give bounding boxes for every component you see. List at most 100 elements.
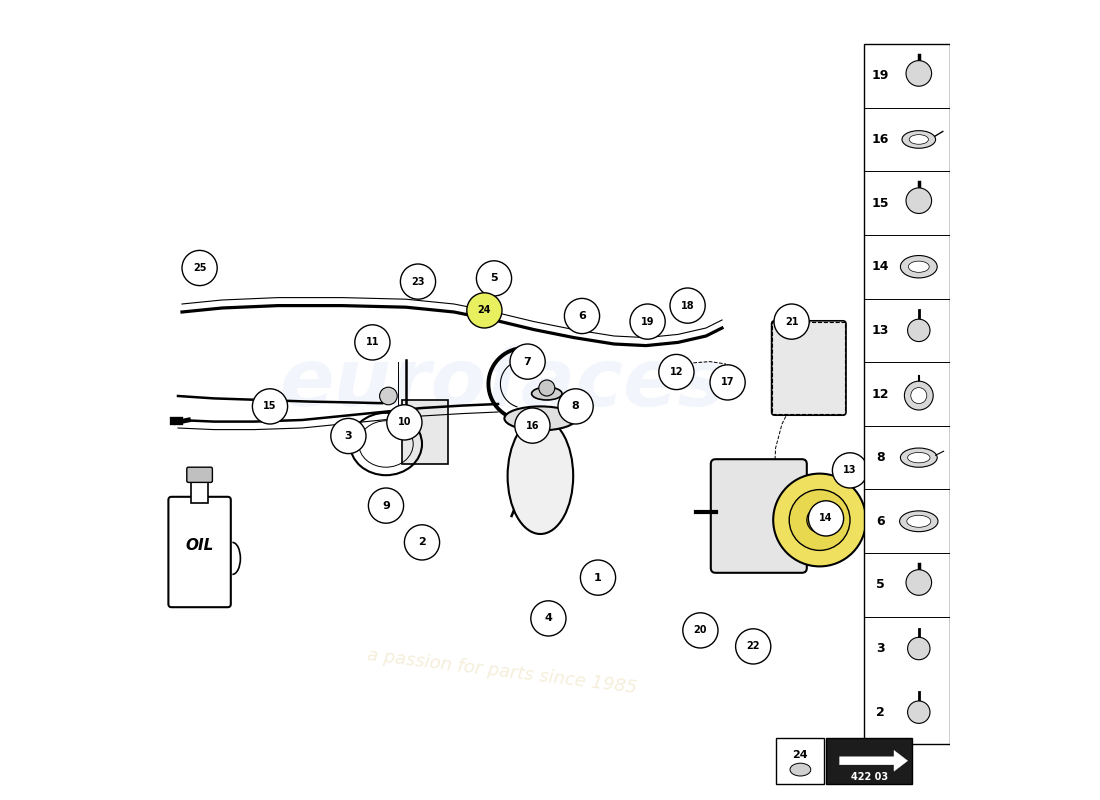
Bar bbox=[865, 44, 950, 744]
Ellipse shape bbox=[507, 418, 573, 534]
Circle shape bbox=[789, 490, 850, 550]
Circle shape bbox=[558, 389, 593, 424]
Circle shape bbox=[539, 380, 554, 396]
Text: 8: 8 bbox=[876, 451, 884, 464]
Circle shape bbox=[400, 264, 436, 299]
Text: 3: 3 bbox=[344, 431, 352, 441]
Text: 16: 16 bbox=[526, 421, 539, 430]
Ellipse shape bbox=[901, 448, 937, 467]
FancyBboxPatch shape bbox=[711, 459, 806, 573]
Circle shape bbox=[908, 638, 930, 660]
Circle shape bbox=[630, 304, 666, 339]
Text: 11: 11 bbox=[365, 338, 380, 347]
Ellipse shape bbox=[790, 763, 811, 776]
FancyBboxPatch shape bbox=[187, 467, 212, 482]
Circle shape bbox=[387, 405, 422, 440]
Circle shape bbox=[908, 319, 930, 342]
Circle shape bbox=[806, 507, 833, 533]
Circle shape bbox=[906, 61, 932, 86]
Text: 14: 14 bbox=[871, 260, 889, 274]
Text: 23: 23 bbox=[411, 277, 425, 286]
Circle shape bbox=[405, 525, 440, 560]
Circle shape bbox=[774, 304, 810, 339]
FancyBboxPatch shape bbox=[402, 400, 449, 464]
Text: 15: 15 bbox=[871, 197, 889, 210]
Bar bbox=[777, 738, 824, 784]
Circle shape bbox=[659, 354, 694, 390]
Circle shape bbox=[252, 389, 287, 424]
Circle shape bbox=[683, 613, 718, 648]
Circle shape bbox=[906, 570, 932, 595]
Circle shape bbox=[710, 365, 745, 400]
Circle shape bbox=[906, 188, 932, 214]
Circle shape bbox=[466, 293, 502, 328]
Ellipse shape bbox=[906, 515, 931, 527]
Bar bbox=[826, 738, 912, 784]
Circle shape bbox=[736, 629, 771, 664]
Text: 18: 18 bbox=[681, 301, 694, 310]
Text: 21: 21 bbox=[785, 317, 799, 326]
Text: 1: 1 bbox=[594, 573, 602, 582]
Circle shape bbox=[808, 501, 844, 536]
Text: 7: 7 bbox=[524, 357, 531, 366]
Text: OIL: OIL bbox=[186, 538, 213, 553]
Text: 6: 6 bbox=[876, 514, 884, 528]
Circle shape bbox=[379, 387, 397, 405]
Text: 5: 5 bbox=[876, 578, 884, 591]
Text: 17: 17 bbox=[720, 378, 735, 387]
Circle shape bbox=[904, 382, 933, 410]
Ellipse shape bbox=[908, 453, 930, 463]
Text: 19: 19 bbox=[871, 70, 889, 82]
Text: 10: 10 bbox=[398, 418, 411, 427]
Bar bbox=[190, 479, 208, 503]
Circle shape bbox=[911, 387, 927, 403]
Circle shape bbox=[531, 601, 566, 636]
Circle shape bbox=[670, 288, 705, 323]
Circle shape bbox=[331, 418, 366, 454]
Text: 12: 12 bbox=[670, 367, 683, 377]
Text: 13: 13 bbox=[871, 324, 889, 337]
Text: 2: 2 bbox=[876, 706, 884, 718]
FancyBboxPatch shape bbox=[168, 497, 231, 607]
Text: 20: 20 bbox=[694, 626, 707, 635]
Text: 12: 12 bbox=[871, 387, 889, 401]
Ellipse shape bbox=[910, 134, 928, 144]
Text: 22: 22 bbox=[747, 642, 760, 651]
Circle shape bbox=[908, 701, 930, 723]
Circle shape bbox=[476, 261, 512, 296]
Text: 15: 15 bbox=[263, 402, 277, 411]
Ellipse shape bbox=[900, 511, 938, 532]
Polygon shape bbox=[839, 750, 908, 771]
Text: 24: 24 bbox=[793, 750, 808, 760]
Text: 13: 13 bbox=[844, 466, 857, 475]
Ellipse shape bbox=[909, 261, 929, 272]
Text: 5: 5 bbox=[491, 274, 498, 283]
Text: 8: 8 bbox=[572, 402, 580, 411]
Ellipse shape bbox=[902, 130, 936, 148]
Circle shape bbox=[368, 488, 404, 523]
Circle shape bbox=[564, 298, 600, 334]
Circle shape bbox=[355, 325, 390, 360]
Text: 422 03: 422 03 bbox=[850, 772, 888, 782]
Circle shape bbox=[773, 474, 866, 566]
Ellipse shape bbox=[901, 255, 937, 278]
Text: 9: 9 bbox=[382, 501, 389, 510]
Text: 24: 24 bbox=[477, 306, 491, 315]
Text: 4: 4 bbox=[544, 614, 552, 623]
Circle shape bbox=[833, 453, 868, 488]
Ellipse shape bbox=[531, 387, 562, 400]
Text: a passion for parts since 1985: a passion for parts since 1985 bbox=[366, 646, 638, 698]
Text: 16: 16 bbox=[871, 133, 889, 146]
Text: 2: 2 bbox=[418, 538, 426, 547]
Text: 25: 25 bbox=[192, 263, 207, 273]
Text: 6: 6 bbox=[579, 311, 586, 321]
Circle shape bbox=[510, 344, 546, 379]
Ellipse shape bbox=[505, 406, 576, 430]
Text: eurofaces: eurofaces bbox=[278, 345, 725, 423]
Circle shape bbox=[515, 408, 550, 443]
Circle shape bbox=[182, 250, 217, 286]
Text: 3: 3 bbox=[876, 642, 884, 655]
Text: 14: 14 bbox=[820, 514, 833, 523]
Text: 19: 19 bbox=[641, 317, 654, 326]
Circle shape bbox=[581, 560, 616, 595]
